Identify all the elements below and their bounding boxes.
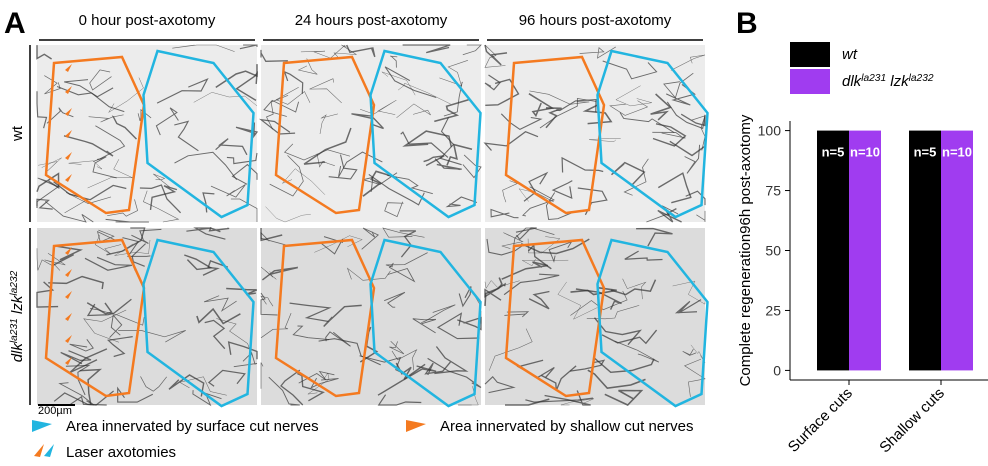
panel-label: B [736, 7, 758, 40]
n-label: n=5 [822, 145, 845, 160]
legend-swatch [790, 69, 830, 94]
bar [849, 131, 881, 371]
text-part: lzk [9, 294, 26, 318]
row-label: wt [9, 125, 26, 142]
legend-label: Area innervated by shallow cut nerves [440, 418, 693, 435]
y-tick-label: 0 [773, 362, 781, 378]
n-label: n=10 [850, 145, 880, 160]
text-part: la231 [9, 318, 20, 343]
row-label: dlkla231 lzkla232 [9, 270, 27, 362]
legend-icon [44, 444, 54, 457]
legend-icon [32, 420, 52, 432]
micrograph [485, 45, 705, 222]
y-axis-label: Complete regeneration96h post-axotomy [737, 114, 754, 386]
legend-label: Laser axotomies [66, 444, 176, 461]
n-label: n=10 [942, 145, 972, 160]
scale-bar-label: 200µm [38, 405, 72, 417]
text-part: wt [842, 46, 858, 63]
text-part: la232 [909, 73, 934, 84]
x-tick-label: Surface cuts [785, 385, 856, 456]
column-header: 96 hours post-axotomy [519, 12, 672, 29]
x-tick-label: Shallow cuts [876, 385, 948, 457]
bar [817, 131, 849, 371]
n-label: n=5 [914, 145, 937, 160]
legend-label: Area innervated by surface cut nerves [66, 418, 319, 435]
y-tick-label: 25 [765, 302, 781, 318]
y-tick-label: 50 [765, 243, 781, 259]
bar [941, 131, 973, 371]
y-tick-label: 75 [765, 183, 781, 199]
legend-icon [406, 420, 426, 432]
text-part: la232 [9, 270, 20, 295]
text-part: la231 [861, 73, 886, 84]
panel-label: A [4, 7, 26, 40]
micrograph [485, 228, 705, 405]
column-header: 0 hour post-axotomy [79, 12, 216, 29]
legend-swatch [790, 42, 830, 67]
text-part: wt [9, 125, 26, 142]
text-part: dlk [842, 73, 863, 90]
text-part: lzk [886, 73, 910, 90]
legend-label: wt [842, 46, 858, 63]
column-header: 24 hours post-axotomy [295, 12, 448, 29]
bar [909, 131, 941, 371]
y-tick-label: 100 [758, 123, 782, 139]
figure: A 0 hour post-axotomy 24 hours post-axoto… [0, 0, 988, 461]
legend-label: dlkla231 lzkla232 [842, 73, 934, 91]
text-part: dlk [9, 342, 26, 363]
legend-icon [34, 444, 44, 457]
